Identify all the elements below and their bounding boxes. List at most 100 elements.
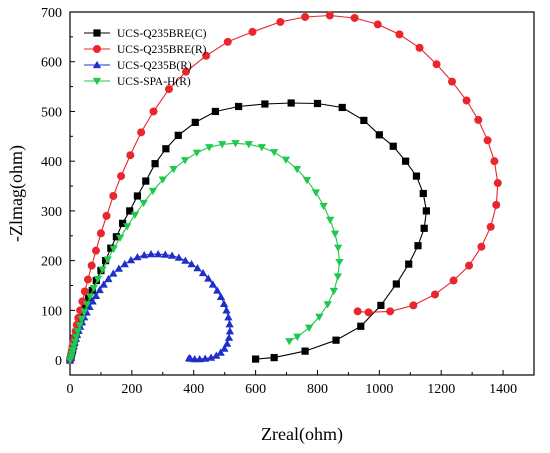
legend: UCS-Q235BRE(C) UCS-Q235BRE(R) UCS-Q235B(R)… xyxy=(84,28,207,88)
legend-item: UCS-Q235BRE(C) xyxy=(84,28,207,40)
data-point xyxy=(231,140,240,148)
data-point xyxy=(326,216,335,224)
data-point xyxy=(133,253,142,261)
x-tick-label: 0 xyxy=(67,382,74,397)
data-point xyxy=(338,103,346,112)
x-tick-label: 600 xyxy=(245,382,266,397)
data-point xyxy=(126,151,135,160)
legend-item: UCS-Q235BRE(R) xyxy=(84,44,207,56)
data-point xyxy=(405,260,413,268)
data-point xyxy=(432,60,441,69)
data-point xyxy=(133,192,142,200)
data-point xyxy=(377,301,385,309)
data-point xyxy=(92,276,100,285)
data-point xyxy=(420,224,428,232)
data-point xyxy=(193,263,202,272)
x-axis-title: Zreal(ohm) xyxy=(261,424,343,445)
legend-label: UCS-Q235BRE(R) xyxy=(117,44,207,56)
data-point xyxy=(353,307,362,316)
legend-label: UCS-SPA-H(R) xyxy=(117,76,191,88)
data-point xyxy=(448,77,457,86)
data-point xyxy=(202,51,211,60)
data-point xyxy=(67,350,76,358)
data-point xyxy=(208,280,218,288)
series-1 xyxy=(66,99,430,364)
data-point xyxy=(386,307,395,316)
data-point xyxy=(85,293,95,301)
data-point xyxy=(419,189,427,198)
data-point xyxy=(154,250,163,258)
data-point xyxy=(332,336,340,344)
data-point xyxy=(375,131,383,139)
data-point xyxy=(161,250,170,258)
legend-label: UCS-Q235B(R) xyxy=(117,60,192,72)
data-point xyxy=(99,280,108,288)
data-point xyxy=(483,136,492,145)
y-axis-ticks: 0 100 200 300 400 500 600 700 xyxy=(41,6,75,369)
data-point xyxy=(493,179,502,188)
data-point xyxy=(415,43,424,52)
data-point xyxy=(201,354,210,362)
legend-swatch-marker xyxy=(92,77,102,86)
data-point xyxy=(88,297,97,305)
series-line xyxy=(69,253,231,361)
data-point xyxy=(205,144,214,152)
data-point xyxy=(218,141,227,149)
data-point xyxy=(84,294,93,302)
data-point xyxy=(204,274,213,282)
data-point xyxy=(151,160,159,168)
data-point xyxy=(96,229,105,238)
y-tick-label: 300 xyxy=(41,205,62,220)
data-point xyxy=(192,149,201,157)
data-point xyxy=(325,11,334,20)
data-point xyxy=(222,306,231,314)
data-point xyxy=(216,292,226,301)
data-point xyxy=(364,308,373,317)
data-point xyxy=(109,191,118,200)
data-point xyxy=(89,284,98,293)
data-point xyxy=(287,99,295,107)
data-point xyxy=(248,27,257,36)
data-point xyxy=(474,115,483,124)
x-tick-label: 1200 xyxy=(427,382,455,397)
data-point xyxy=(102,211,111,220)
data-point xyxy=(137,128,146,137)
y-tick-label: 200 xyxy=(41,255,62,270)
legend-item: UCS-SPA-H(R) xyxy=(84,76,191,88)
data-point xyxy=(301,347,309,355)
x-tick-label: 200 xyxy=(121,382,142,397)
data-point xyxy=(276,17,285,26)
x-tick-label: 800 xyxy=(307,382,328,397)
data-point xyxy=(68,347,77,355)
data-point xyxy=(224,333,234,341)
data-point xyxy=(285,338,294,346)
data-point xyxy=(167,251,177,259)
data-point xyxy=(234,102,243,111)
data-point xyxy=(395,30,404,39)
data-point xyxy=(80,308,89,316)
data-point xyxy=(477,242,486,251)
series-4 xyxy=(65,140,344,365)
data-point xyxy=(490,157,499,166)
data-point xyxy=(123,223,132,231)
data-point xyxy=(109,245,118,253)
data-point xyxy=(252,355,260,363)
data-point xyxy=(216,348,225,356)
legend-swatch-marker xyxy=(92,60,102,69)
x-tick-label: 400 xyxy=(183,382,204,397)
data-point xyxy=(169,166,178,174)
data-point xyxy=(465,261,474,270)
data-point xyxy=(334,244,343,252)
plot-frame xyxy=(69,11,535,376)
data-point xyxy=(392,280,400,288)
y-axis-title: -Zlmag(ohm) xyxy=(6,145,27,242)
data-point xyxy=(257,144,266,152)
x-tick-label: 1400 xyxy=(489,382,517,397)
data-point xyxy=(115,234,125,242)
data-point xyxy=(140,251,149,259)
data-point xyxy=(87,261,96,270)
data-point xyxy=(98,266,107,274)
data-point xyxy=(148,187,158,196)
data-point xyxy=(223,339,232,347)
